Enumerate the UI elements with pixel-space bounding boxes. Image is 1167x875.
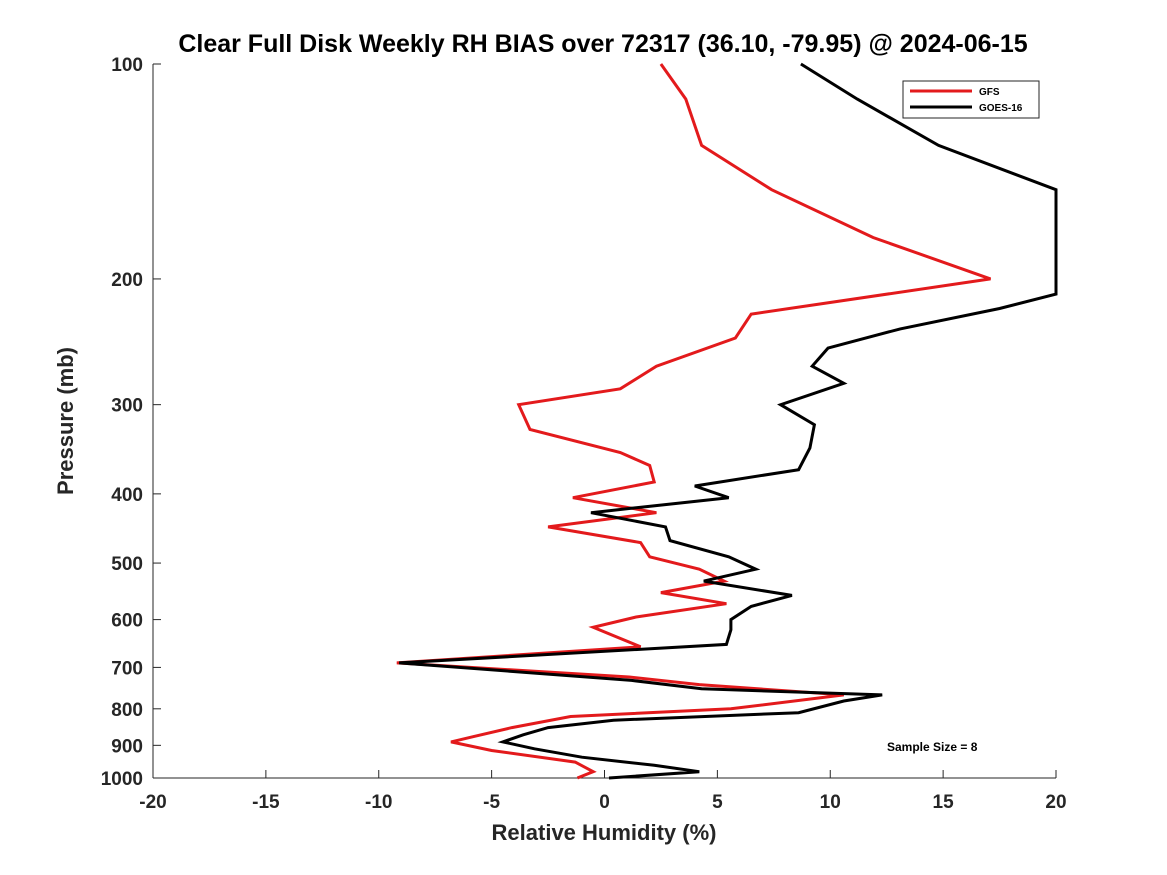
y-tick-label: 100 bbox=[111, 55, 143, 76]
y-tick-label: 300 bbox=[111, 396, 143, 417]
x-tick-label: -10 bbox=[365, 792, 392, 813]
x-tick-label: 20 bbox=[1045, 792, 1066, 813]
legend-label-goes16: GOES-16 bbox=[979, 103, 1023, 114]
y-axis-ticks: 100 200 300 400 500 600 700 800 900 1000 bbox=[101, 55, 161, 790]
y-tick-label: 900 bbox=[111, 736, 143, 757]
series-lines bbox=[396, 62, 1058, 780]
y-axis-label: Pressure (mb) bbox=[53, 347, 78, 495]
y-tick-label: 400 bbox=[111, 485, 143, 506]
y-tick-label: 600 bbox=[111, 611, 143, 632]
x-tick-label: 5 bbox=[712, 792, 723, 813]
y-tick-label: 1000 bbox=[101, 769, 143, 790]
x-axis-label: Relative Humidity (%) bbox=[492, 820, 717, 845]
x-tick-label: 0 bbox=[599, 792, 610, 813]
y-tick-label: 500 bbox=[111, 554, 143, 575]
y-tick-label: 200 bbox=[111, 270, 143, 291]
x-tick-label: 15 bbox=[933, 792, 955, 813]
legend: GFS GOES-16 bbox=[902, 80, 1040, 119]
x-tick-label: 10 bbox=[820, 792, 841, 813]
x-tick-label: -15 bbox=[252, 792, 280, 813]
x-tick-label: -5 bbox=[483, 792, 500, 813]
series-line-gfs bbox=[396, 63, 991, 780]
y-tick-label: 700 bbox=[111, 658, 143, 679]
legend-label-gfs: GFS bbox=[979, 87, 1000, 98]
series-line-goes16 bbox=[398, 62, 1058, 780]
y-tick-label: 800 bbox=[111, 700, 143, 721]
x-tick-label: -20 bbox=[139, 792, 166, 813]
legend-box bbox=[902, 80, 1040, 119]
x-axis-ticks: -20 -15 -10 -5 0 5 10 15 20 bbox=[139, 770, 1067, 813]
sample-size-annotation: Sample Size = 8 bbox=[887, 740, 978, 754]
chart-title: Clear Full Disk Weekly RH BIAS over 7231… bbox=[178, 30, 1027, 58]
